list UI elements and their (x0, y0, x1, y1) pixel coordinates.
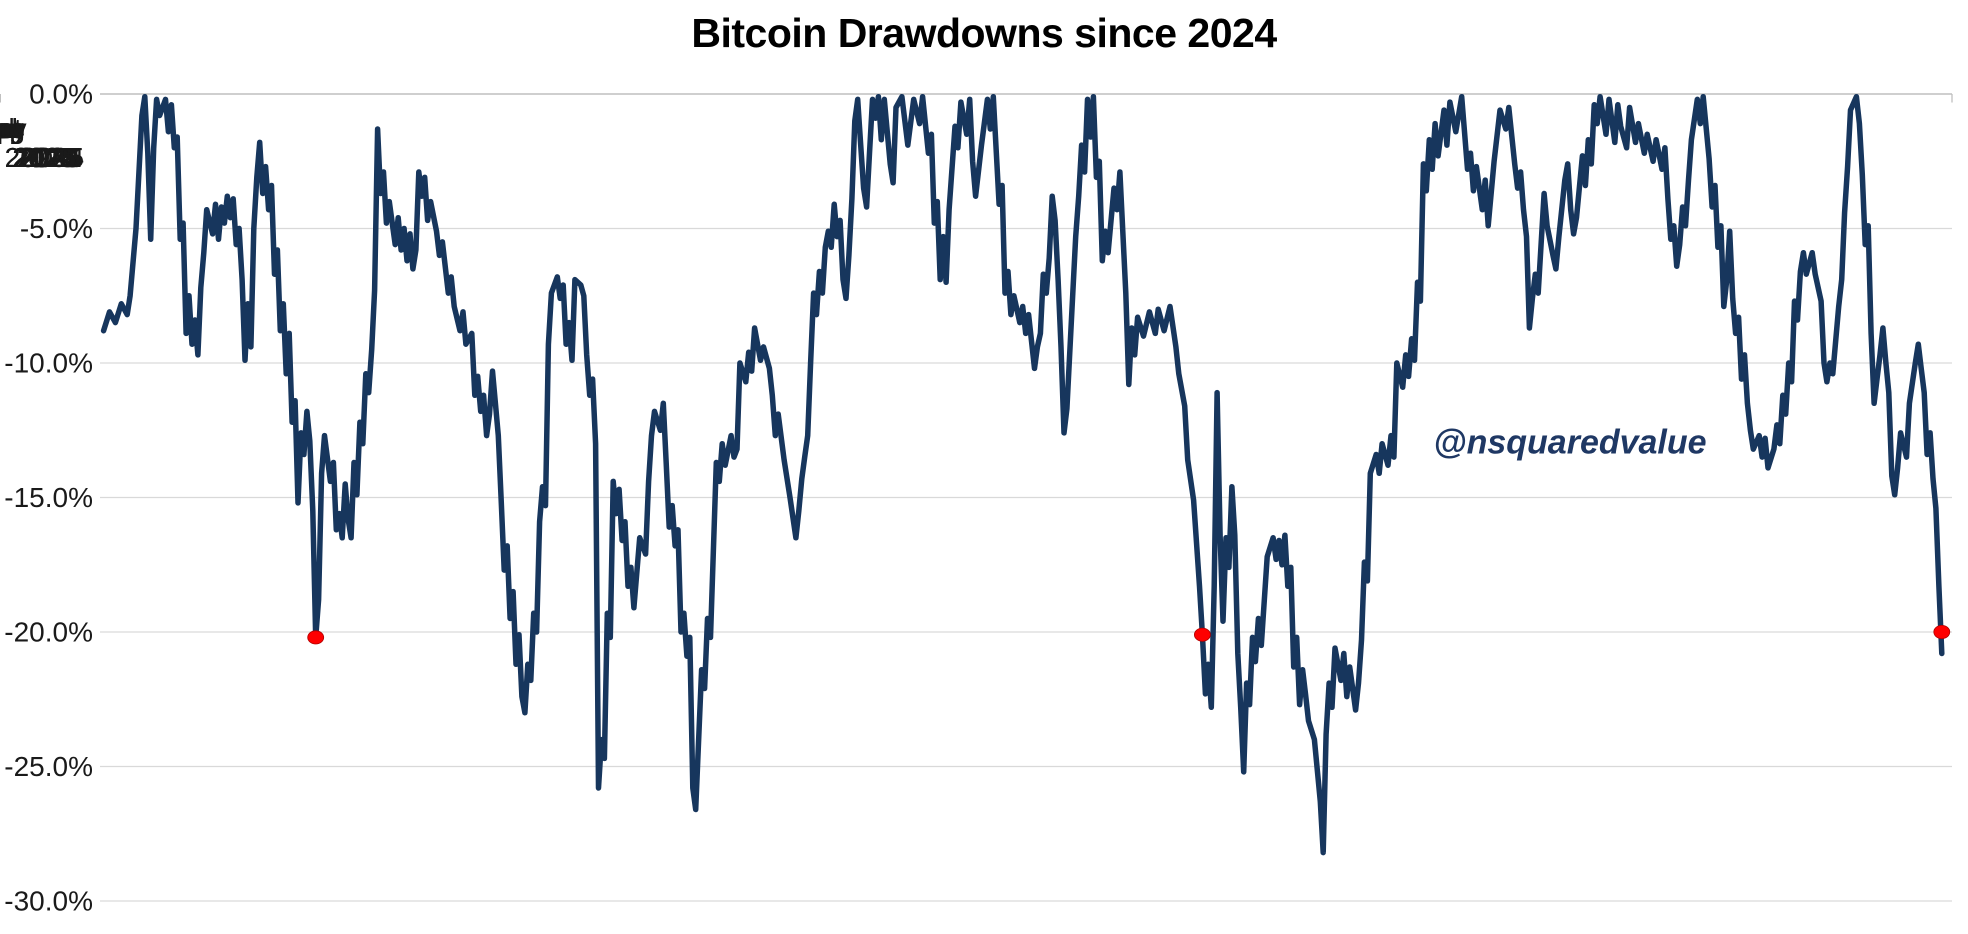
x-axis-label: Apr2024 (0, 113, 75, 173)
x-axis-label: Nov2025 (0, 113, 81, 173)
x-axis-label: Nov2024 (0, 113, 81, 173)
y-axis-label: -5.0% (20, 213, 93, 244)
y-axis-label: -25.0% (4, 751, 93, 782)
x-axis-label: Dec2024 (0, 113, 81, 173)
x-axis-label: May2024 (0, 113, 84, 173)
x-axis-label: Apr2025 (0, 113, 75, 173)
x-axis-label: Aug2025 (0, 113, 81, 173)
threshold-20pct-marker (1194, 627, 1211, 642)
x-axis-label: Mar2024 (0, 113, 79, 173)
x-axis-label: Jun2025 (0, 113, 76, 173)
y-axis-label: -20.0% (4, 617, 93, 648)
y-axis-label: 0.0% (29, 79, 93, 110)
y-axis-label: -30.0% (4, 886, 93, 917)
x-axis-label: Jan2025 (0, 113, 76, 173)
x-axis-label: Jul2024 (0, 113, 67, 173)
y-axis-label: -10.0% (4, 348, 93, 379)
watermark: @nsquaredvalue (1433, 423, 1707, 462)
x-axis-label: Feb2025 (0, 113, 79, 173)
drawdown-line (100, 93, 1945, 856)
x-axis-label: Oct2024 (0, 113, 75, 173)
x-axis-label: May2025 (0, 113, 84, 173)
x-axis-label: Mar2025 (0, 113, 79, 173)
x-axis-label: Aug2024 (0, 113, 81, 173)
x-axis-label: Sep2025 (0, 113, 81, 173)
threshold-20pct-marker (307, 630, 325, 645)
x-axis-label: Sep2024 (0, 113, 81, 173)
y-axis-label: -15.0% (4, 482, 93, 513)
x-axis-label: Oct2025 (0, 113, 75, 173)
x-axis-label: Jun2024 (0, 113, 76, 173)
x-axis-label: Jul2025 (0, 113, 67, 173)
threshold-20pct-marker (1933, 625, 1951, 640)
chart-title: Bitcoin Drawdowns since 2024 (691, 10, 1277, 56)
